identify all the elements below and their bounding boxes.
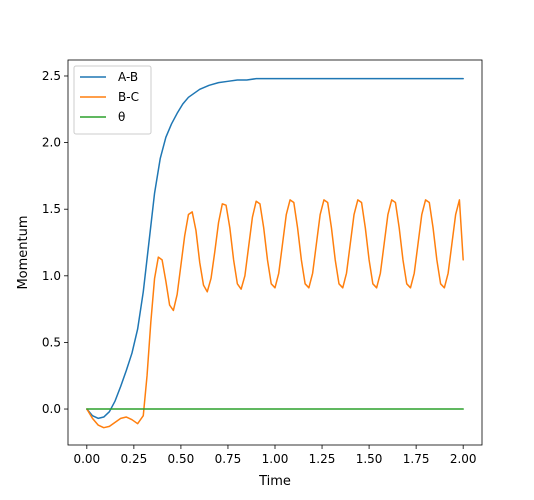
x-tick-label: 1.50 [356, 452, 383, 466]
y-tick-label: 1.0 [42, 269, 61, 283]
x-tick-label: 1.75 [403, 452, 430, 466]
y-tick-label: 0.0 [42, 402, 61, 416]
y-tick-label: 0.5 [42, 335, 61, 349]
x-axis: 0.00 0.25 0.50 0.75 1.00 1.25 1.50 1.75 2.00 [73, 445, 477, 466]
legend-label: A-B [118, 70, 138, 84]
legend-label: B-C [118, 90, 139, 104]
y-axis-label: Momentum [16, 215, 31, 289]
x-tick-label: 2.00 [450, 452, 477, 466]
x-tick-label: 1.00 [262, 452, 289, 466]
y-tick-label: 2.5 [42, 69, 61, 83]
x-axis-label: Time [258, 474, 291, 489]
x-tick-label: 0.25 [121, 452, 148, 466]
series-layer [86, 77, 464, 429]
y-tick-label: 1.5 [42, 202, 61, 216]
legend-frame [73, 65, 152, 135]
series-line-2 [86, 199, 464, 429]
x-tick-label: 1.25 [309, 452, 336, 466]
x-tick-label: 0.50 [168, 452, 195, 466]
x-tick-label: 0.75 [215, 452, 242, 466]
legend: A-B B-C θ [73, 65, 152, 135]
x-tick-label: 0.00 [73, 452, 100, 466]
legend-label: θ [118, 110, 125, 124]
y-axis: 0.0 0.5 1.0 1.5 2.0 2.5 [42, 69, 68, 416]
y-tick-label: 2.0 [42, 136, 61, 150]
series-line-1 [86, 77, 464, 420]
